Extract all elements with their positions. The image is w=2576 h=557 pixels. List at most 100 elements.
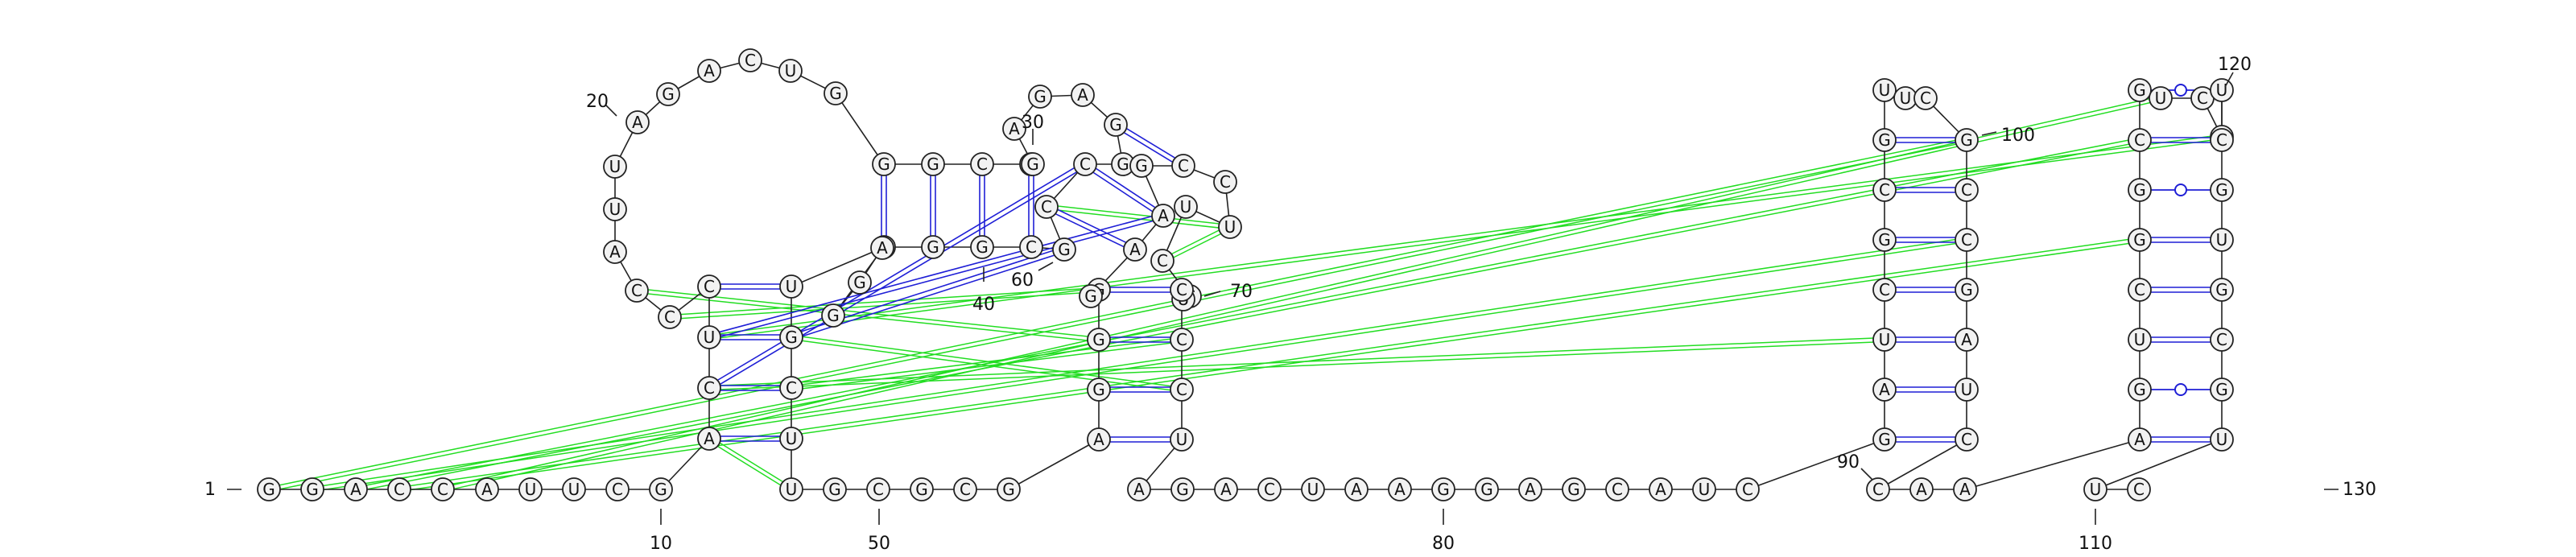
position-label: 130 xyxy=(2324,480,2376,500)
nucleotide-base: A xyxy=(1394,480,1406,499)
backbone-link xyxy=(1009,439,1099,489)
nucleotide: G xyxy=(780,326,803,349)
nucleotide-base: A xyxy=(1158,206,1169,225)
nucleotide-base: U xyxy=(1900,89,1912,108)
nucleotide-base: A xyxy=(1351,480,1362,499)
nucleotide: C xyxy=(1020,236,1042,258)
nucleotide-base: C xyxy=(1026,237,1037,257)
nucleotide-base: C xyxy=(704,277,715,296)
nucleotide-base: G xyxy=(828,480,841,499)
nucleotide-base: A xyxy=(609,242,621,262)
nucleotide: G xyxy=(1080,285,1102,307)
nucleotide-base: A xyxy=(350,480,361,499)
nucleotide: A xyxy=(1152,204,1174,227)
nucleotide: G xyxy=(2128,79,2151,101)
tertiary-interaction-line xyxy=(356,142,2140,491)
nucleotide-base: A xyxy=(1129,240,1141,259)
nucleotide-base: C xyxy=(612,480,623,499)
tertiary-interaction-line xyxy=(709,341,1885,390)
nucleotide-base: C xyxy=(1041,197,1052,217)
position-label: 10 xyxy=(650,509,672,554)
nucleotide-base: C xyxy=(664,307,675,327)
nucleotide-base: U xyxy=(2216,80,2228,100)
nucleotide-base: A xyxy=(1133,480,1145,499)
nucleotide: G xyxy=(873,153,895,175)
nucleotide: C xyxy=(1914,87,1937,109)
nucleotide: G xyxy=(910,478,933,501)
nucleotide-base: G xyxy=(1176,480,1189,499)
position-number: 100 xyxy=(2001,126,2035,146)
nucleotide-base: C xyxy=(786,378,797,398)
nucleotide: C xyxy=(431,478,454,501)
wobble-pair-marker xyxy=(2175,85,2186,96)
nucleotide-base: C xyxy=(2134,280,2145,299)
nucleotide-base: G xyxy=(915,480,928,499)
position-number: 80 xyxy=(1432,534,1455,554)
nucleotide: A xyxy=(698,427,720,450)
nucleotide-base: G xyxy=(1034,87,1046,106)
nucleotide-base: C xyxy=(1879,180,1890,200)
nucleotide-base: A xyxy=(1916,480,1927,499)
nucleotide-base: U xyxy=(786,480,798,499)
tertiary-interaction-line xyxy=(356,138,2140,488)
position-number: 1 xyxy=(204,480,216,500)
nucleotide-base: G xyxy=(927,237,939,257)
nucleotide: C xyxy=(1955,179,1978,201)
nucleotide-base: C xyxy=(873,480,884,499)
nucleotide: U xyxy=(2211,79,2233,101)
nucleotide-base: G xyxy=(1960,130,1973,150)
nucleotide: C xyxy=(954,478,976,501)
nucleotide: U xyxy=(2211,428,2233,451)
nucleotide: U xyxy=(1170,428,1193,451)
nucleotide-base: A xyxy=(632,113,643,132)
nucleotide: G xyxy=(922,153,944,175)
nucleotide: A xyxy=(1124,238,1146,261)
nucleotide-base: G xyxy=(1026,155,1039,174)
nucleotide-base: C xyxy=(1176,280,1187,299)
nucleotide-base: C xyxy=(2134,130,2145,150)
nucleotide: C xyxy=(1151,250,1174,272)
backbone-link xyxy=(836,93,884,164)
nucleotide-base: G xyxy=(1480,480,1493,499)
position-number: 130 xyxy=(2343,480,2376,500)
nucleotide: C xyxy=(1172,155,1195,177)
nucleotide: A xyxy=(1519,478,1542,501)
nucleotide: C xyxy=(2128,278,2151,301)
nucleotide: G xyxy=(822,304,844,327)
position-number: 40 xyxy=(972,295,995,315)
nucleotide: U xyxy=(1955,378,1978,401)
nucleotide: U xyxy=(604,155,626,178)
nucleotide-base: G xyxy=(785,328,798,347)
nucleotide-base: G xyxy=(1878,430,1891,449)
nucleotide-base: G xyxy=(877,155,890,174)
nucleotide-base: C xyxy=(1220,172,1231,192)
backbone-link xyxy=(1748,439,1885,489)
nucleotide-base: G xyxy=(1084,287,1097,306)
nucleotide: U xyxy=(2084,478,2107,501)
nucleotide: C xyxy=(388,478,411,501)
nucleotide-base: C xyxy=(1742,480,1753,499)
nucleotide-base: G xyxy=(2133,180,2146,200)
nucleotide-base: C xyxy=(1961,430,1972,449)
nucleotide-base: A xyxy=(1959,480,1971,499)
nucleotide: U xyxy=(780,427,803,450)
nucleotide: C xyxy=(698,275,720,298)
nucleotide: C xyxy=(1873,179,1896,201)
position-number: 10 xyxy=(650,534,672,554)
nucleotide-base: C xyxy=(1879,280,1890,299)
nucleotide: A xyxy=(1345,478,1368,501)
nucleotide-base: A xyxy=(1961,330,1972,349)
nucleotide-base: A xyxy=(2134,430,2145,449)
nucleotide-base: C xyxy=(1264,480,1275,499)
position-number: 50 xyxy=(868,534,890,554)
wobble-pair-marker xyxy=(2175,384,2186,395)
nucleotide: G xyxy=(258,478,280,501)
nucleotide-base: A xyxy=(704,61,715,80)
nucleotide: G xyxy=(1873,129,1896,151)
position-number: 30 xyxy=(1022,113,1044,133)
nucleotide: A xyxy=(1954,478,1976,501)
nucleotide-base: A xyxy=(1009,119,1020,138)
nucleotide-base: U xyxy=(704,328,716,347)
nucleotide: C xyxy=(1606,478,1629,501)
nucleotide: G xyxy=(1955,129,1978,151)
